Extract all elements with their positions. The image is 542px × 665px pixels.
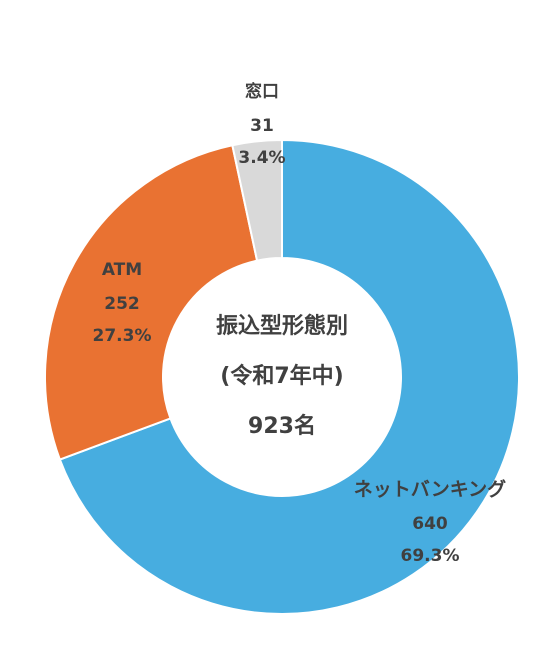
- center-title: 振込型形態別: [216, 313, 348, 339]
- percent-label: 69.3%: [401, 546, 460, 566]
- value-label: 31: [250, 116, 274, 136]
- percent-label: 27.3%: [93, 326, 152, 346]
- category-label: 窓口: [245, 81, 279, 102]
- value-label: 252: [104, 294, 140, 314]
- category-label: ネットバンキング: [354, 478, 506, 501]
- donut-slice: [44, 144, 259, 461]
- value-label: 640: [412, 514, 448, 534]
- percent-label: 3.4%: [238, 148, 285, 168]
- donut-slice: [58, 138, 520, 615]
- donut-slice: [231, 138, 283, 262]
- category-label: ATM: [102, 260, 142, 280]
- center-total: 923名: [248, 413, 316, 439]
- center-subtitle: (令和7年中): [220, 363, 343, 389]
